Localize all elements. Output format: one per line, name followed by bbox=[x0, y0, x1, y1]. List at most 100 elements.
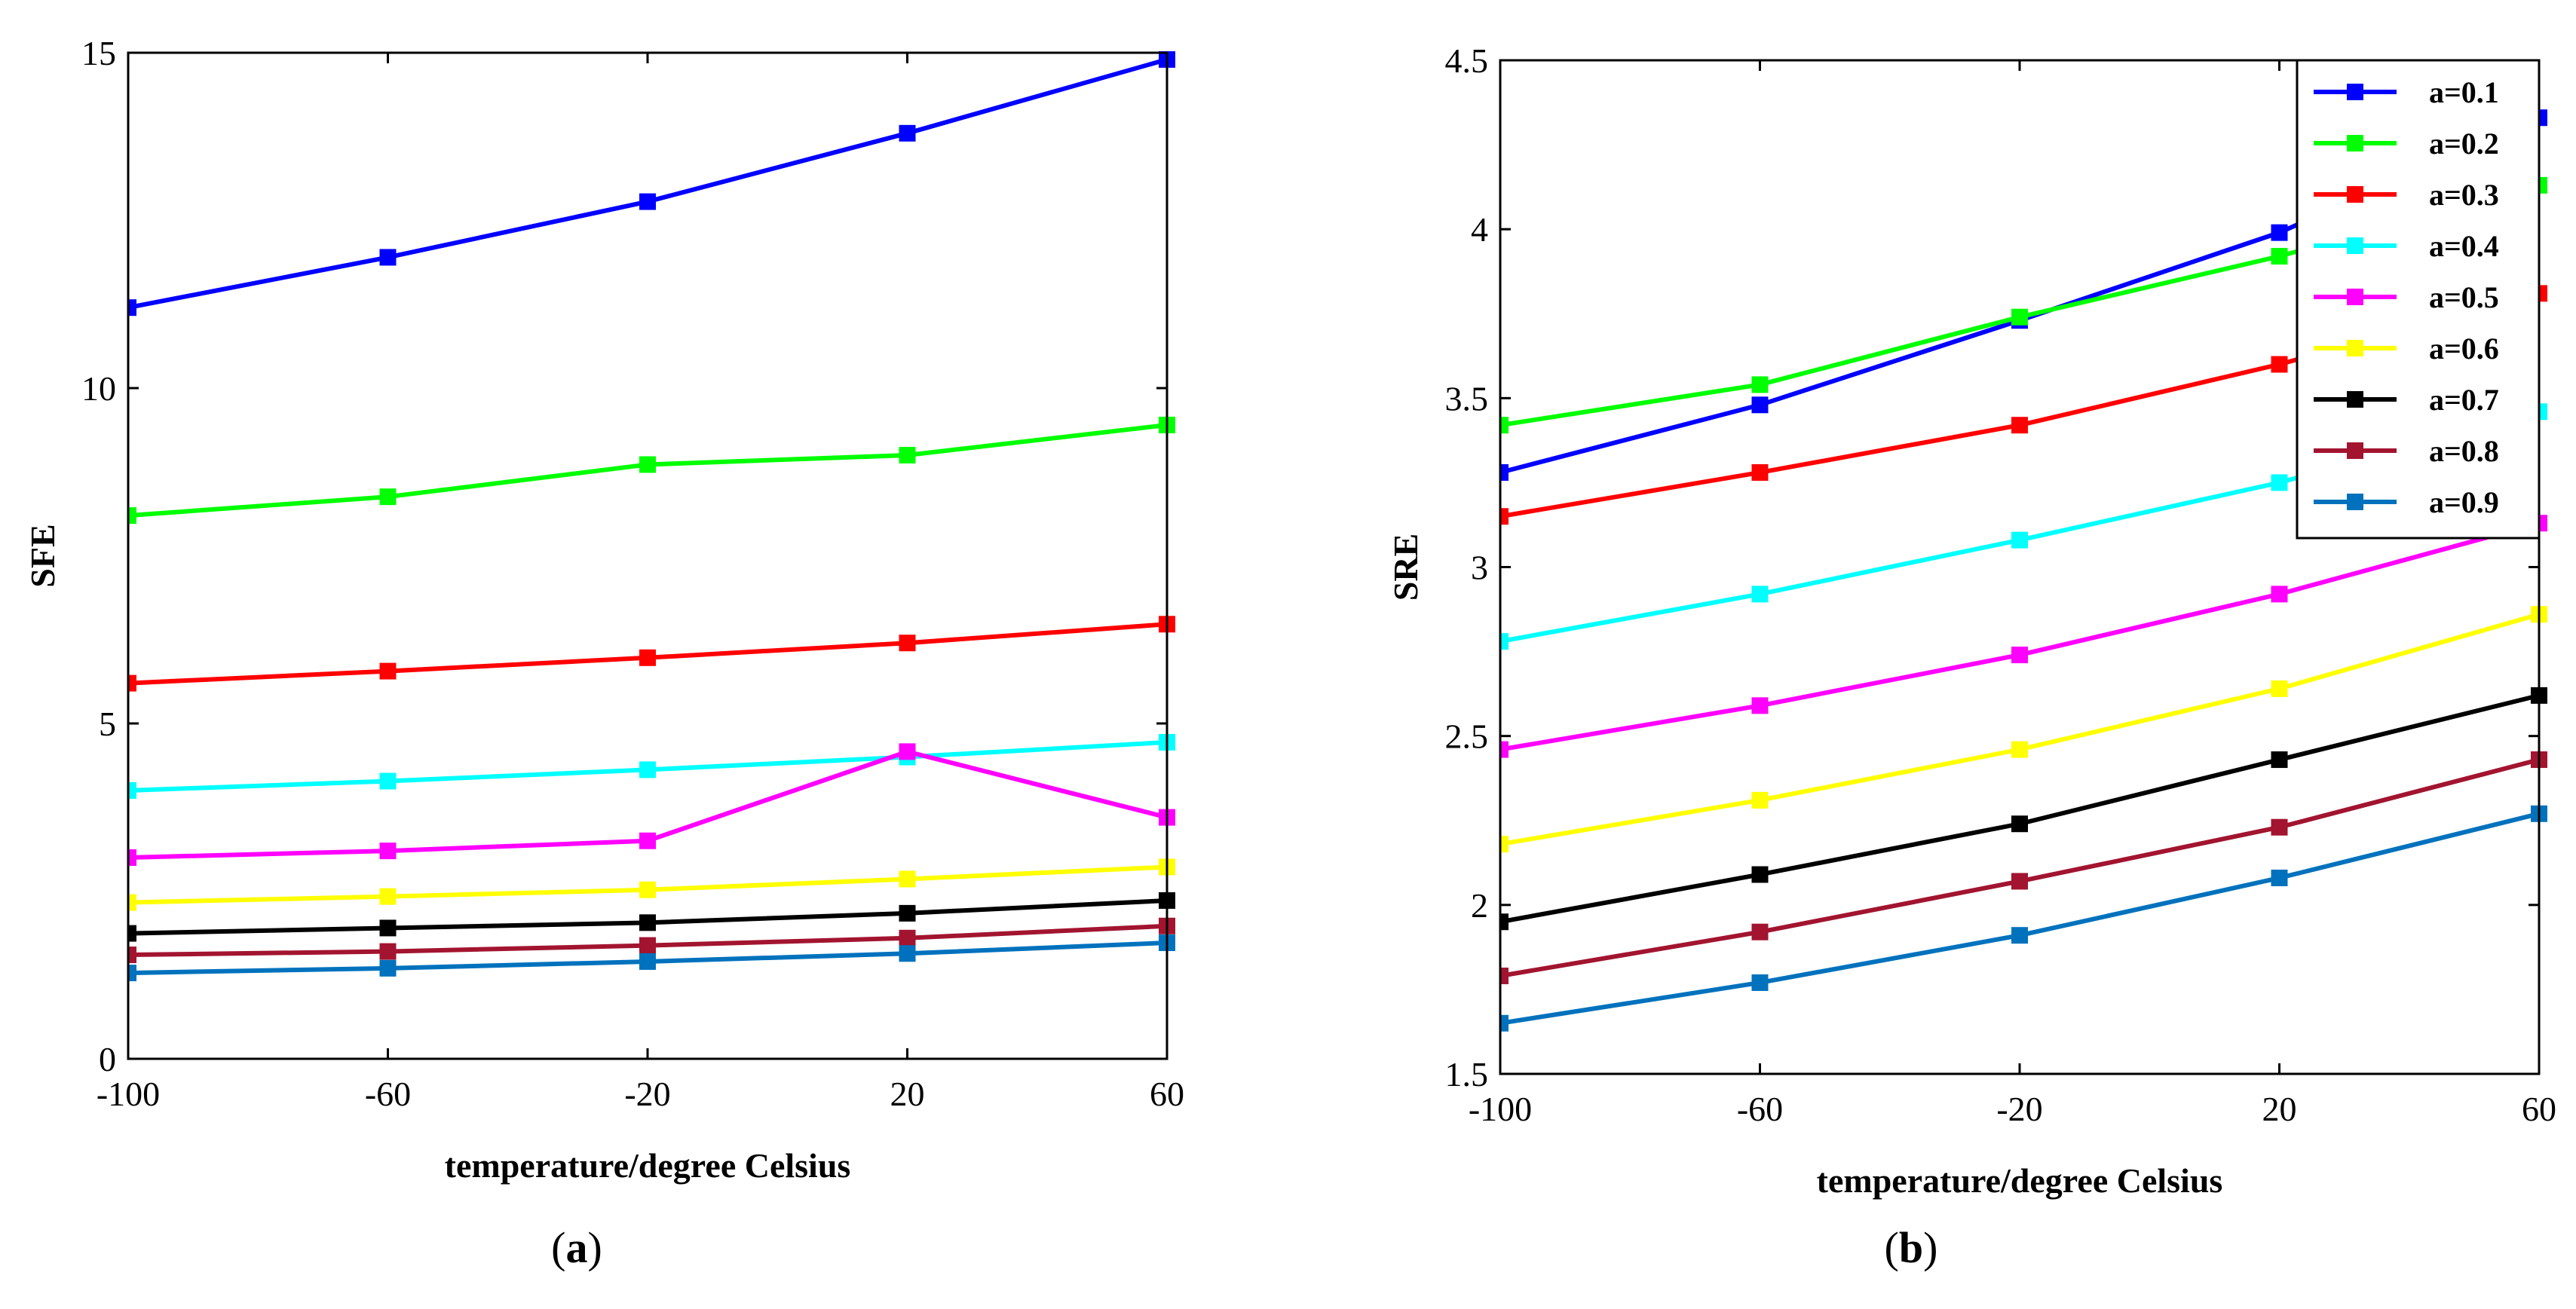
series-a=0.5 bbox=[128, 743, 1175, 866]
y-tick-label: 2.5 bbox=[1445, 717, 1489, 756]
series-a=0.8 bbox=[128, 917, 1175, 964]
legend-item-a=0.4: a=0.4 bbox=[2314, 229, 2499, 263]
data-point bbox=[128, 782, 136, 799]
caption-open: ( bbox=[1885, 1223, 1899, 1272]
data-point bbox=[1500, 1014, 1509, 1032]
legend-swatch-marker bbox=[2347, 186, 2363, 203]
data-point bbox=[1500, 417, 1509, 434]
data-point bbox=[379, 843, 397, 860]
panel-caption: (b) bbox=[1885, 1223, 1938, 1272]
data-point bbox=[899, 945, 916, 962]
legend-item-a=0.8: a=0.8 bbox=[2314, 434, 2499, 468]
data-point bbox=[2271, 474, 2288, 491]
data-point bbox=[2011, 308, 2028, 326]
data-point bbox=[1500, 508, 1509, 525]
y-tick-label: 2 bbox=[1471, 886, 1488, 925]
data-point bbox=[639, 832, 656, 849]
series-a=0.5 bbox=[1500, 515, 2547, 758]
data-point bbox=[899, 743, 916, 760]
legend-swatch-marker bbox=[2347, 237, 2363, 254]
legend-swatch-marker bbox=[2347, 340, 2363, 356]
data-point bbox=[379, 662, 397, 680]
data-point bbox=[639, 953, 656, 970]
legend-label: a=0.9 bbox=[2429, 485, 2499, 519]
x-tick-label: 60 bbox=[1150, 1075, 1184, 1113]
data-point bbox=[2271, 224, 2288, 241]
legend-swatch-marker bbox=[2347, 391, 2363, 408]
data-point bbox=[639, 193, 656, 210]
plot-area bbox=[128, 51, 1175, 982]
series-a=0.8 bbox=[1500, 751, 2547, 984]
legend-label: a=0.7 bbox=[2429, 383, 2499, 417]
legend-label: a=0.6 bbox=[2429, 332, 2499, 365]
x-tick-label: -60 bbox=[365, 1075, 411, 1113]
y-axis-label: SFE bbox=[23, 524, 62, 587]
legend: a=0.1 a=0.2 a=0.3 a=0.4 a=0.5 a=0.6 a=0.7 a=0.8… bbox=[2296, 59, 2541, 540]
data-point bbox=[1751, 866, 1769, 883]
data-point bbox=[379, 772, 397, 790]
data-point bbox=[1751, 463, 1769, 481]
data-point bbox=[1500, 967, 1509, 984]
legend-swatch-marker bbox=[2347, 135, 2363, 151]
legend-label: a=0.4 bbox=[2429, 229, 2499, 263]
panel-caption: (a) bbox=[551, 1223, 602, 1272]
legend-item-a=0.1: a=0.1 bbox=[2314, 75, 2499, 109]
legend-swatch-marker bbox=[2347, 442, 2363, 459]
legend-label: a=0.5 bbox=[2429, 280, 2499, 314]
series-line-a=0.1 bbox=[128, 57, 1168, 310]
data-point bbox=[1500, 633, 1509, 650]
legend-item-a=0.6: a=0.6 bbox=[2314, 332, 2499, 365]
data-point bbox=[1751, 923, 1769, 940]
series-a=0.9 bbox=[1500, 805, 2547, 1032]
series-a=0.4 bbox=[128, 733, 1175, 799]
legend-item-a=0.7: a=0.7 bbox=[2314, 383, 2499, 417]
data-point bbox=[899, 447, 916, 463]
data-point bbox=[1500, 913, 1509, 931]
caption-open: ( bbox=[551, 1223, 565, 1272]
data-point bbox=[899, 124, 916, 142]
data-point bbox=[639, 937, 656, 954]
data-point bbox=[1751, 396, 1769, 414]
legend-label: a=0.2 bbox=[2429, 127, 2499, 161]
legend-swatch-marker bbox=[2347, 289, 2363, 305]
x-tick-label: -100 bbox=[96, 1075, 160, 1113]
data-point bbox=[639, 649, 656, 666]
y-tick-label: 4 bbox=[1471, 210, 1488, 249]
legend-item-a=0.2: a=0.2 bbox=[2314, 127, 2499, 161]
data-point bbox=[379, 249, 397, 266]
data-point bbox=[899, 870, 916, 888]
x-tick-label: 60 bbox=[2522, 1090, 2556, 1128]
x-tick-label: 20 bbox=[2262, 1090, 2297, 1128]
x-tick-label: -20 bbox=[1996, 1090, 2042, 1128]
y-tick-label: 3 bbox=[1471, 549, 1488, 587]
series-a=0.3 bbox=[128, 616, 1175, 692]
data-point bbox=[379, 488, 397, 506]
data-point bbox=[2271, 751, 2288, 769]
data-point bbox=[899, 635, 916, 652]
data-point bbox=[639, 456, 656, 473]
series-line-a=0.5 bbox=[1500, 521, 2540, 752]
data-point bbox=[128, 947, 136, 964]
data-point bbox=[379, 943, 397, 960]
data-point bbox=[2271, 586, 2288, 603]
y-tick-label: 10 bbox=[81, 369, 116, 408]
legend-item-a=0.3: a=0.3 bbox=[2314, 178, 2499, 212]
legend-label: a=0.8 bbox=[2429, 434, 2499, 468]
data-point bbox=[2011, 417, 2028, 434]
x-tick-label: -20 bbox=[624, 1075, 670, 1113]
data-point bbox=[2271, 356, 2288, 373]
series-a=0.7 bbox=[1500, 687, 2547, 931]
data-point bbox=[128, 849, 136, 866]
legend-item-a=0.9: a=0.9 bbox=[2314, 485, 2499, 519]
caption-letter: b bbox=[1899, 1223, 1923, 1272]
caption-close: ) bbox=[588, 1223, 602, 1272]
y-tick-label: 0 bbox=[99, 1040, 116, 1078]
data-point bbox=[639, 914, 656, 931]
x-tick-label: -60 bbox=[1737, 1090, 1783, 1128]
legend-item-a=0.5: a=0.5 bbox=[2314, 280, 2499, 314]
data-point bbox=[2011, 873, 2028, 890]
data-point bbox=[639, 761, 656, 778]
data-point bbox=[639, 881, 656, 898]
legend-swatch-marker bbox=[2347, 84, 2363, 100]
